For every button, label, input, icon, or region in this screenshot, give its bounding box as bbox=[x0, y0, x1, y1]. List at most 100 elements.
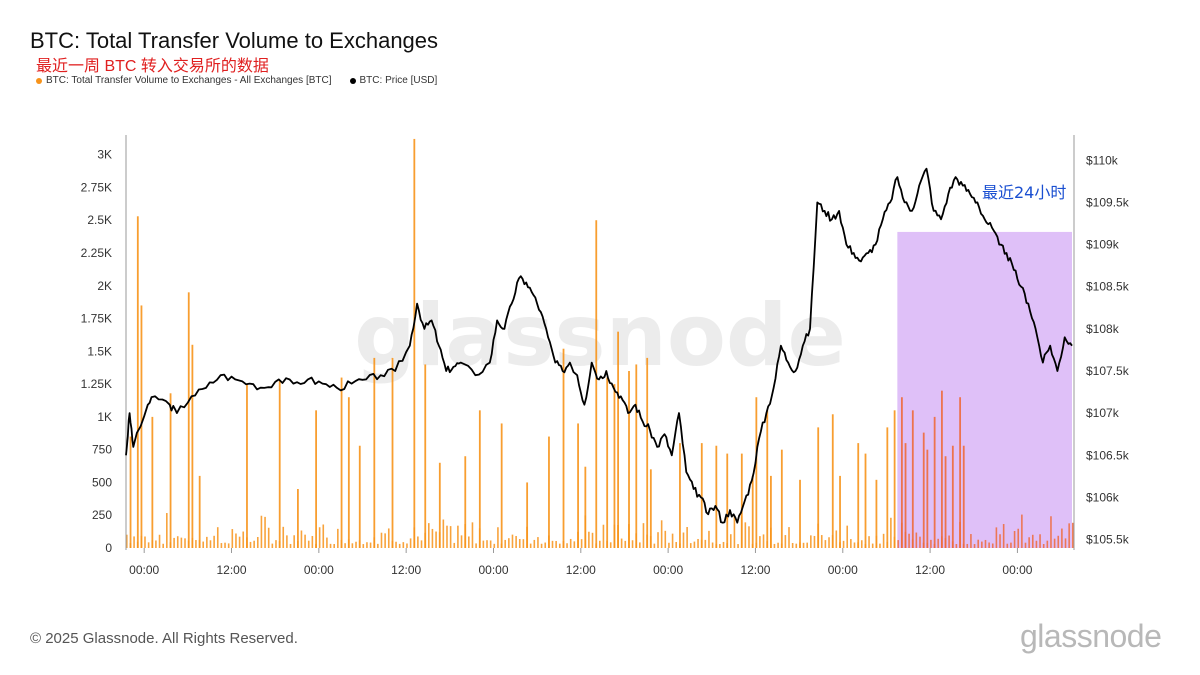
volume-bar bbox=[1002, 524, 1005, 548]
volume-bar bbox=[744, 522, 747, 548]
volume-bar bbox=[733, 515, 736, 548]
volume-bar bbox=[457, 525, 459, 548]
volume-bar bbox=[777, 542, 779, 548]
volume-bar bbox=[609, 542, 612, 548]
volume-bar bbox=[991, 543, 994, 548]
volume-bar bbox=[573, 541, 576, 548]
y-right-tick-label: $105.5k bbox=[1086, 533, 1130, 547]
volume-spike-bar bbox=[766, 410, 769, 548]
volume-bar bbox=[224, 542, 226, 548]
volume-bar bbox=[806, 542, 808, 548]
volume-bar bbox=[497, 527, 499, 548]
volume-bar bbox=[282, 526, 285, 548]
x-tick-label: 12:00 bbox=[216, 563, 246, 577]
volume-spike-bar bbox=[646, 357, 649, 548]
chart-subtitle: 最近一周 BTC 转入交易所的数据 bbox=[36, 58, 269, 75]
volume-spike-bar bbox=[911, 410, 914, 548]
y-right-tick-label: $106k bbox=[1086, 490, 1120, 504]
volume-bar bbox=[318, 527, 321, 548]
volume-bar bbox=[333, 544, 335, 548]
y-left-tick-label: 3K bbox=[97, 148, 112, 162]
y-left-tick-label: 1K bbox=[97, 410, 112, 424]
volume-bar bbox=[890, 517, 892, 548]
volume-bar bbox=[999, 534, 1001, 548]
volume-bar bbox=[471, 522, 474, 548]
volume-bar bbox=[489, 540, 492, 548]
volume-bar bbox=[675, 542, 678, 548]
volume-bar bbox=[824, 540, 827, 548]
axes: 0 250 500 750 1K 1.25K 1.5K 1.75K 2K 2.25K 2.5K 2.7… bbox=[81, 135, 1130, 577]
volume-spike-bar bbox=[358, 445, 361, 548]
volume-bar bbox=[355, 541, 357, 548]
volume-bar bbox=[529, 543, 532, 548]
volume-bar bbox=[970, 534, 972, 548]
volume-bar bbox=[518, 539, 521, 548]
volume-spike-bar bbox=[740, 453, 743, 548]
volume-spike-bar bbox=[649, 469, 652, 548]
volume-bar bbox=[275, 540, 277, 548]
x-tick-label: 12:00 bbox=[915, 563, 945, 577]
volume-spike-bar bbox=[941, 390, 943, 548]
volume-bar bbox=[973, 544, 976, 548]
volume-bar bbox=[729, 534, 732, 548]
volume-bar bbox=[846, 525, 849, 548]
volume-bar bbox=[155, 540, 157, 548]
volume-bar bbox=[446, 525, 448, 548]
volume-bar bbox=[300, 530, 303, 548]
volume-bar bbox=[311, 535, 314, 548]
volume-bar bbox=[216, 527, 219, 548]
volume-bar bbox=[184, 538, 186, 548]
volume-bar bbox=[402, 542, 405, 548]
volume-bar bbox=[1024, 542, 1027, 548]
volume-bar bbox=[209, 540, 212, 548]
volume-bar bbox=[693, 541, 696, 548]
volume-bar bbox=[406, 543, 408, 548]
volume-bar bbox=[697, 538, 699, 548]
volume-spike-bar bbox=[613, 384, 616, 548]
volume-spike-bar bbox=[191, 344, 194, 548]
volume-bar bbox=[329, 543, 332, 548]
volume-spike-bar bbox=[340, 377, 343, 548]
volume-bar bbox=[493, 543, 496, 548]
price-line-layer bbox=[125, 167, 1073, 524]
volume-bar bbox=[555, 540, 557, 548]
volume-bar bbox=[126, 534, 128, 548]
volume-bar bbox=[580, 539, 583, 548]
volume-bar bbox=[988, 542, 990, 548]
volume-bar bbox=[1057, 535, 1060, 548]
volume-bar bbox=[704, 539, 707, 548]
y-left-tick-label: 2.5K bbox=[87, 213, 112, 227]
volume-bar bbox=[995, 527, 998, 548]
x-tick-label: 12:00 bbox=[566, 563, 596, 577]
legend-item-volume[interactable]: BTC: Total Transfer Volume to Exchanges … bbox=[36, 75, 332, 86]
volume-bar bbox=[522, 539, 525, 548]
volume-bar bbox=[551, 540, 554, 548]
volume-bar bbox=[369, 542, 372, 548]
volume-bar bbox=[759, 536, 761, 548]
volume-bar bbox=[1042, 544, 1045, 548]
y-left-tick-label: 750 bbox=[92, 443, 112, 457]
volume-spike-bar bbox=[617, 331, 619, 548]
volume-bar bbox=[1010, 542, 1012, 548]
legend-label-price: BTC: Price [USD] bbox=[359, 75, 438, 86]
volume-bar bbox=[504, 539, 506, 548]
volume-bar bbox=[173, 537, 175, 548]
volume-bar bbox=[249, 541, 252, 548]
volume-bar bbox=[686, 527, 688, 548]
volume-bar bbox=[850, 539, 852, 548]
volume-bar bbox=[930, 539, 932, 548]
volume-bar bbox=[195, 540, 197, 548]
volume-bar bbox=[264, 516, 266, 548]
volume-bar bbox=[1050, 516, 1052, 548]
volume-bar bbox=[853, 542, 856, 548]
volume-bar bbox=[533, 539, 536, 548]
volume-bar bbox=[286, 535, 288, 548]
legend-item-price[interactable]: BTC: Price [USD] bbox=[349, 75, 438, 86]
volume-bar bbox=[813, 535, 816, 548]
volume-bar bbox=[427, 523, 430, 548]
volume-bar bbox=[558, 543, 561, 548]
volume-spike-bar bbox=[726, 453, 729, 548]
volume-bar bbox=[915, 532, 918, 548]
annotation-last-24h: 最近24小时 bbox=[982, 183, 1066, 202]
